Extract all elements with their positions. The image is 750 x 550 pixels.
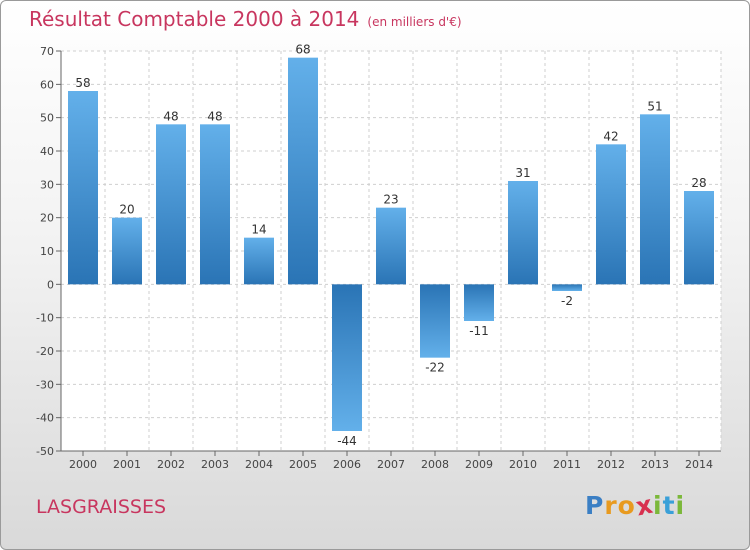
commune-name: LASGRAISSES [36,496,167,518]
y-tick-label: 50 [40,112,54,125]
title-line: Résultat Comptable 2000 à 2014 (en millie… [29,7,462,31]
logo-letter: i [675,491,686,520]
x-tick-label: 2012 [597,458,625,471]
data-label: 28 [691,176,706,190]
bar-2011 [552,284,582,291]
x-tick-label: 2007 [377,458,405,471]
data-label: -44 [337,434,357,448]
logo-letter: P [585,491,605,520]
y-tick-label: 20 [40,212,54,225]
logo-letter: t [662,491,676,520]
x-tick-label: 2011 [553,458,581,471]
bar-2006 [332,284,362,431]
y-tick-label: 40 [40,145,54,158]
y-tick-label: 10 [40,245,54,258]
bar-2007 [376,207,406,285]
y-tick-label: -10 [36,312,54,325]
bar-2008 [420,284,450,358]
logo-letter: i [653,491,663,520]
bar-2003 [200,124,230,285]
x-tick-label: 2009 [465,458,493,471]
bar-2002 [156,124,186,285]
y-tick-label: 30 [40,178,54,191]
bar-2009 [464,284,494,321]
x-tick-label: 2014 [685,458,713,471]
y-tick-label: -40 [36,412,54,425]
x-tick-label: 2004 [245,458,273,471]
x-tick-label: 2001 [113,458,141,471]
proxiti-logo[interactable]: Proxiti [585,490,686,522]
bar-2000 [68,91,98,285]
bar-2013 [640,114,670,285]
bar-2001 [112,217,142,285]
y-tick-label: -30 [36,378,54,391]
x-tick-label: 2005 [289,458,317,471]
data-label: 42 [603,129,618,143]
bar-2014 [684,191,714,285]
data-label: -22 [425,361,445,375]
bar-2012 [596,144,626,285]
data-label: 51 [647,99,662,113]
bar-2004 [244,237,274,285]
x-tick-label: 2006 [333,458,361,471]
y-tick-label: 60 [40,78,54,91]
data-label: -11 [469,324,489,338]
y-tick-label: -20 [36,345,54,358]
data-label: 31 [515,166,530,180]
bar-2005 [288,57,318,285]
logo-letter: r [604,491,618,520]
bars: 58 20 48 48 14 68 -44 23 -22 -11 31 -2 42 51 28 [68,43,714,448]
y-tick-label: 0 [47,278,54,291]
x-tick-label: 2002 [157,458,185,471]
chart-subtitle: (en milliers d'€) [367,15,462,29]
data-label: 14 [251,223,266,237]
y-tick-label: -50 [36,445,54,458]
data-label: 23 [383,193,398,207]
data-label: 20 [119,203,134,217]
data-label: 68 [295,43,310,57]
data-label: 48 [163,109,178,123]
logo-letter: o [617,491,636,520]
x-tick-label: 2013 [641,458,669,471]
x-tick-label: 2000 [69,458,97,471]
x-tick-label: 2010 [509,458,537,471]
y-tick-label: 70 [40,45,54,58]
data-label: -2 [561,294,573,308]
chart-title: Résultat Comptable 2000 à 2014 [29,7,360,31]
x-tick-label: 2003 [201,458,229,471]
x-tick-label: 2008 [421,458,449,471]
bar-2010 [508,181,538,285]
data-label: 48 [207,109,222,123]
data-label: 58 [75,76,90,90]
